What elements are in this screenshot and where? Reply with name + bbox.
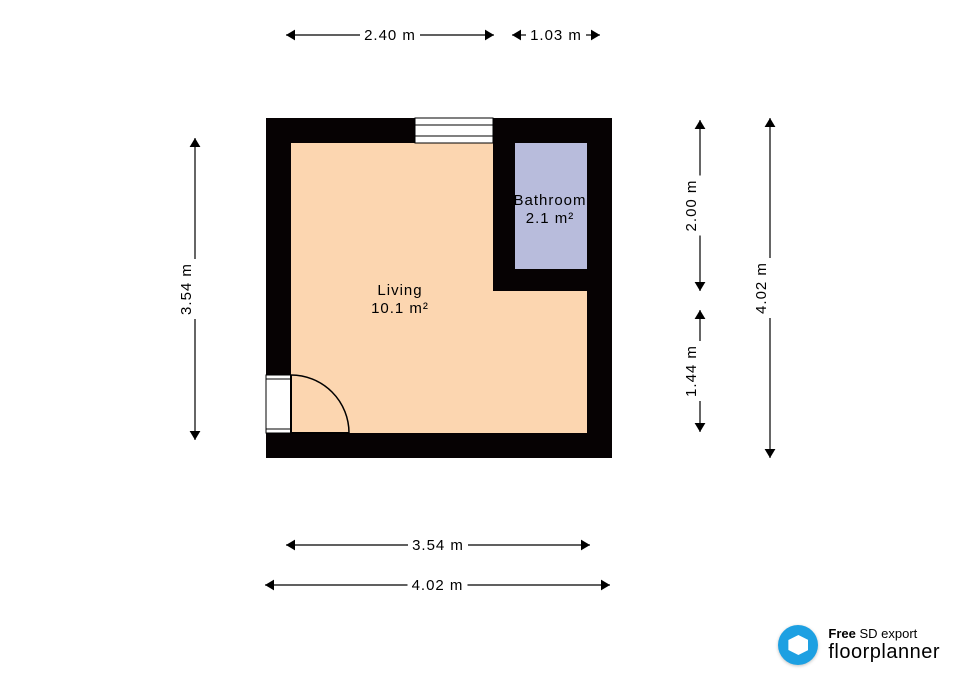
floorplanner-icon [778,625,818,665]
branding-line1: Free SD export [828,627,940,641]
room-area-bathroom: 2.1 m² [526,210,575,227]
dimension-right-b: 1.44 m [683,310,700,432]
svg-text:3.54 m: 3.54 m [412,537,464,554]
wall-partition-v [493,143,515,291]
dimension-top-b: 1.03 m [512,27,600,44]
window [415,118,493,143]
dimension-top-a: 2.40 m [286,27,494,44]
dimension-right-a: 2.00 m [683,120,700,291]
svg-text:4.02 m: 4.02 m [753,262,770,314]
room-label-living: Living [377,282,422,299]
svg-text:1.03 m: 1.03 m [530,27,582,44]
room-area-living: 10.1 m² [371,300,429,317]
svg-text:1.44 m: 1.44 m [683,345,700,397]
room-label-bathroom: Bathroom [513,192,586,209]
dimension-bottom-b: 4.02 m [265,577,610,594]
dimension-bottom-a: 3.54 m [286,537,590,554]
svg-text:2.00 m: 2.00 m [683,180,700,232]
branding-logo: Free SD export floorplanner [778,625,940,665]
wall-partition-h [493,269,587,291]
svg-text:3.54 m: 3.54 m [178,263,195,315]
svg-text:2.40 m: 2.40 m [364,27,416,44]
dimension-left: 3.54 m [178,138,195,440]
branding-line2: floorplanner [828,641,940,663]
svg-text:4.02 m: 4.02 m [412,577,464,594]
floorplan-canvas: Living10.1 m² Bathroom2.1 m² 2.40 m 1.03 m 3… [0,0,960,679]
dimension-right-c: 4.02 m [753,118,770,458]
